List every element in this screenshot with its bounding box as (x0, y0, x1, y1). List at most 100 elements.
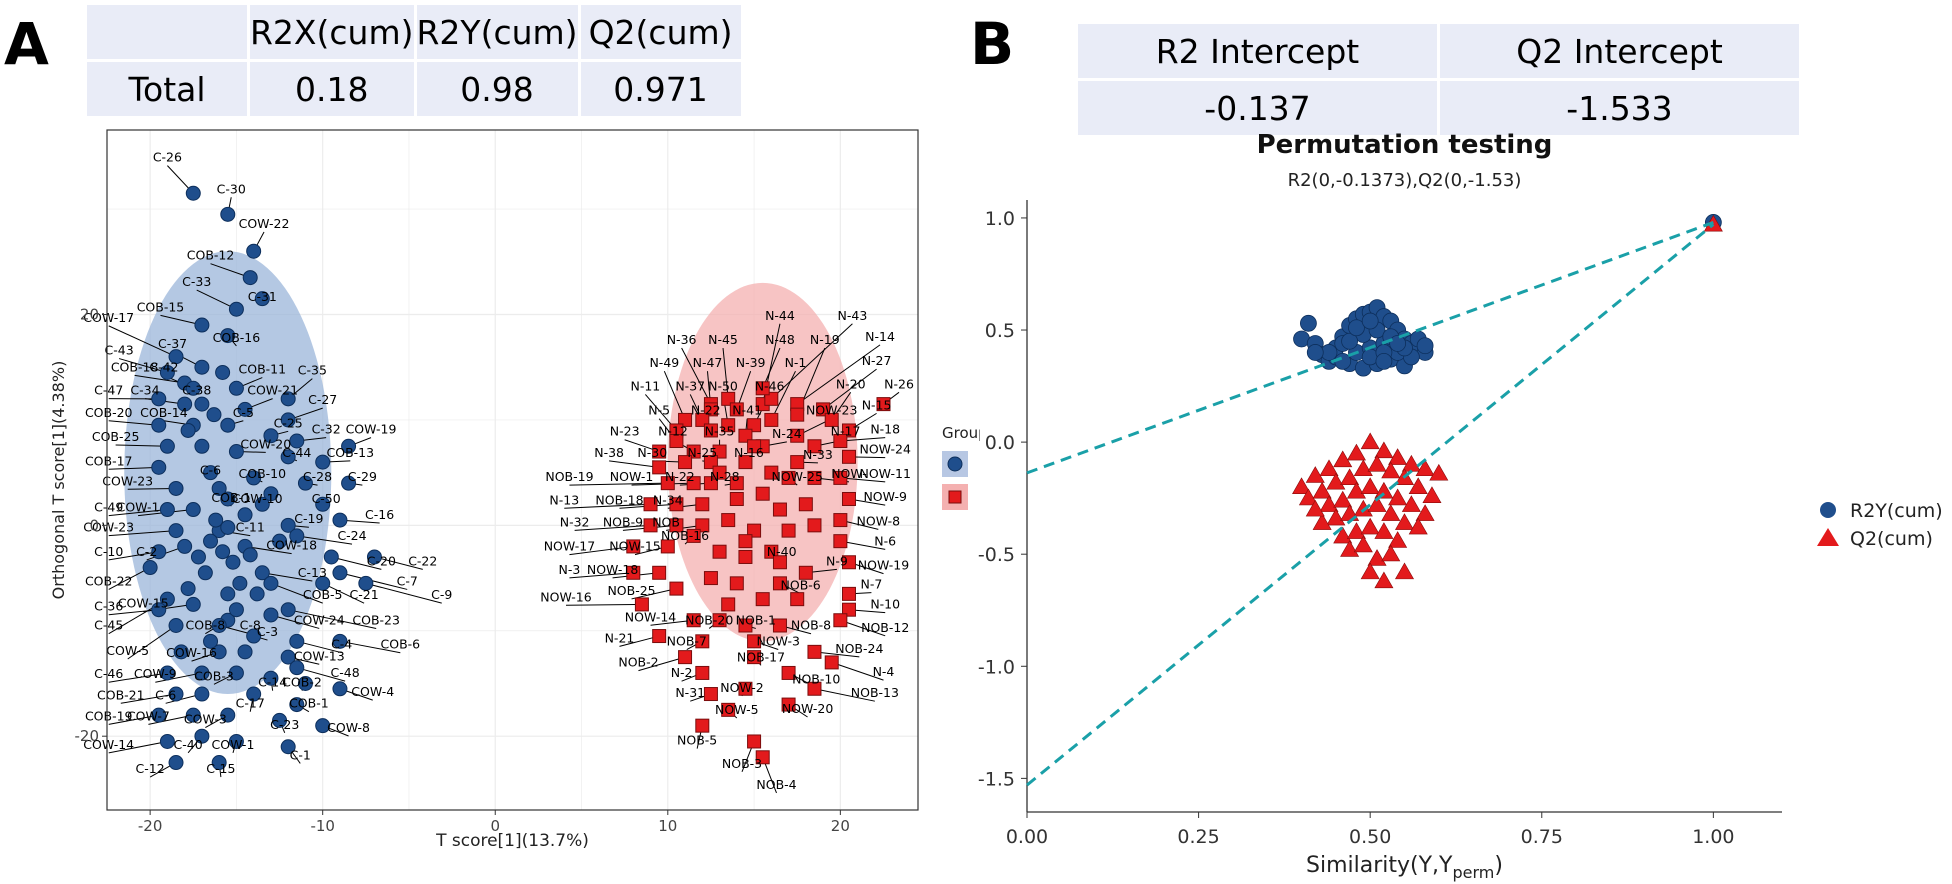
data-point-nn (764, 544, 779, 559)
data-point-cc (185, 596, 201, 612)
data-point-nn (721, 418, 736, 433)
data-point-cc (228, 301, 244, 317)
point-label: NOB-3 (722, 756, 762, 771)
data-point-nn (729, 576, 744, 591)
point-label: C-17 (236, 696, 265, 711)
data-point-cc (341, 475, 357, 491)
y-tick-label: 0.5 (985, 320, 1015, 342)
label-leader-line (127, 487, 177, 490)
data-point-nn (747, 439, 762, 454)
data-point-nn (703, 423, 718, 438)
q2-point (1381, 544, 1401, 562)
data-point-nn (686, 444, 701, 459)
point-label: N-37 (675, 378, 705, 393)
data-point-nn (703, 476, 718, 491)
label-leader-line (565, 603, 642, 606)
data-point-nn (712, 444, 727, 459)
point-label: N-47 (693, 355, 723, 370)
data-point-nn (660, 539, 675, 554)
point-label: N-21 (605, 630, 635, 645)
q2-intercept-header: Q2 Intercept (1440, 24, 1799, 78)
r2y-point (1389, 335, 1407, 352)
point-label: COB-10 (239, 466, 287, 481)
r2y-header: R2Y(cum) (416, 5, 578, 59)
label-leader-line (127, 625, 177, 660)
data-point-nn (764, 412, 779, 427)
data-point-nn (626, 565, 641, 580)
table-header-row: R2X(cum) R2Y(cum) Q2(cum) (87, 5, 741, 59)
data-point-cc (211, 755, 227, 771)
point-label: NOB-6 (781, 578, 821, 593)
data-point-cc (211, 480, 227, 496)
data-point-nn (876, 397, 891, 412)
data-point-nn (695, 497, 710, 512)
data-point-nn (721, 702, 736, 717)
point-label: COW-4 (351, 684, 394, 699)
data-point-cc (280, 449, 296, 465)
data-point-cc (151, 707, 167, 723)
label-leader-line (840, 540, 886, 550)
label-leader-line (569, 482, 668, 486)
data-point-nn (833, 434, 848, 449)
point-label: NOB-4 (756, 777, 796, 792)
data-point-nn (634, 597, 649, 612)
point-label: N-7 (860, 577, 882, 592)
point-label: NOB-19 (545, 469, 593, 484)
q2-point (1305, 499, 1325, 517)
data-point-cc (228, 380, 244, 396)
r2y-point (1361, 312, 1379, 330)
point-label: N-10 (870, 597, 900, 612)
x-tick-label: 0.50 (1349, 826, 1391, 848)
data-point-cc (246, 243, 262, 259)
point-label: COW-15 (118, 596, 169, 611)
data-point-cc (185, 380, 201, 396)
label-leader-line (108, 714, 159, 725)
data-point-cc (185, 502, 201, 518)
label-leader-line (569, 572, 634, 579)
label-leader-line (148, 714, 194, 725)
point-label: C-16 (365, 507, 394, 522)
data-point-nn (703, 571, 718, 586)
point-label: N-41 (732, 403, 762, 418)
point-label: COB-2 (282, 675, 322, 690)
point-label: C-6 (200, 463, 221, 478)
data-point-nn (652, 444, 667, 459)
data-point-cc (280, 412, 296, 428)
point-label: N-3 (559, 562, 581, 577)
data-point-nn (790, 428, 805, 443)
legend-title: Group (942, 424, 980, 442)
data-point-cc (151, 602, 167, 618)
opls-da-score-plot: C-26C-30COW-22COB-12C-33C-31COB-15COB-16… (49, 129, 980, 851)
table-row: Total 0.18 0.98 0.971 (87, 62, 741, 116)
label-leader-line (574, 524, 651, 531)
point-label: NOW-14 (625, 609, 677, 624)
data-point-nn (790, 592, 805, 607)
q2-point (1374, 441, 1394, 459)
data-point-nn (660, 476, 675, 491)
q2-point (1340, 468, 1360, 486)
regression-line-r2ycum (1026, 221, 1714, 475)
point-label: COW-3 (184, 712, 227, 727)
point-label: C-6 (155, 687, 176, 702)
point-label: N-40 (767, 544, 797, 559)
data-point-nn (643, 497, 658, 512)
y-tick-label: -1.5 (978, 768, 1015, 790)
point-label: COB-22 (85, 573, 133, 588)
label-leader-line (115, 444, 168, 447)
panel-a-label: A (4, 10, 49, 78)
point-label: C-44 (282, 445, 311, 460)
point-label: COB-17 (85, 453, 133, 468)
data-point-nn (721, 513, 736, 528)
data-point-cc (280, 517, 296, 533)
label-leader-line (331, 556, 382, 570)
data-point-cc (341, 438, 357, 454)
r2y-point (1341, 332, 1358, 350)
point-label: COW-14 (83, 737, 134, 752)
label-leader-line (365, 582, 442, 604)
q2-point (1333, 450, 1353, 468)
data-point-nn (652, 629, 667, 644)
data-point-nn (695, 718, 710, 733)
point-label: NOW-3 (756, 634, 800, 649)
data-point-cc (280, 739, 296, 755)
point-label: C-15 (206, 761, 235, 776)
